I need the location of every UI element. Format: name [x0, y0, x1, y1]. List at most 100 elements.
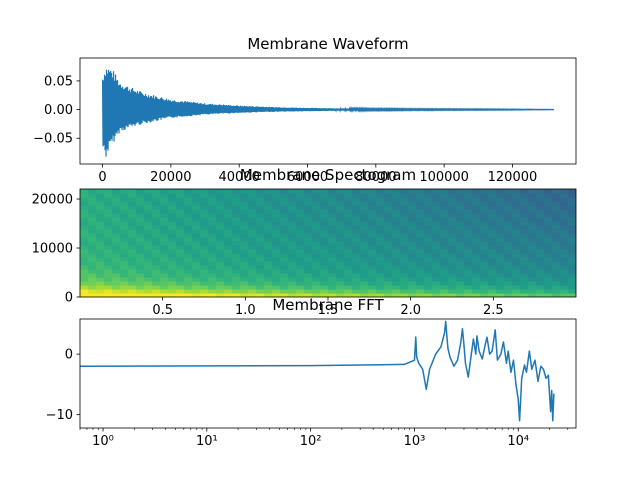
spectrogram-cell [304, 209, 313, 214]
spectrogram-cell [504, 269, 513, 274]
spectrogram-cell [216, 261, 225, 266]
spectrogram-cell [448, 217, 457, 222]
spectrogram-cell [312, 205, 321, 210]
spectrogram-cell [264, 209, 273, 214]
spectrogram-cell [344, 197, 353, 202]
spectrogram-cell [288, 293, 297, 297]
spectrogram-cell [120, 257, 129, 262]
spectrogram-cell [352, 209, 361, 214]
spectrogram-cell [184, 269, 193, 274]
spectrogram-cell [512, 293, 521, 297]
spectrogram-frame [79, 188, 577, 298]
spectrogram-cell [248, 225, 257, 230]
spectrogram-cell [120, 241, 129, 246]
spectrogram-cell [288, 277, 297, 282]
spectrogram-cell [520, 269, 529, 274]
spectrogram-cell [504, 213, 513, 218]
spectrogram-cell [152, 233, 161, 238]
spectrogram-cell [384, 189, 393, 194]
spectrogram-cell [344, 273, 353, 278]
spectrogram-cell [288, 213, 297, 218]
spectrogram-cell [88, 265, 97, 270]
spectrogram-cell [288, 281, 297, 286]
spectrogram-cell [432, 209, 441, 214]
spectrogram-cell [208, 241, 217, 246]
spectrogram-cell [192, 257, 201, 262]
spectrogram-cell [368, 245, 377, 250]
spectrogram-cell [416, 217, 425, 222]
spectrogram-cell [224, 225, 233, 230]
spectrogram-cell [392, 229, 401, 234]
spectrogram-cell [536, 189, 545, 194]
spectrogram-cell [504, 293, 513, 297]
spectrogram-cell [224, 197, 233, 202]
wave-x-tick-label: 40000 [219, 170, 260, 185]
spectrogram-cell [528, 293, 537, 297]
spectrogram-cell [528, 213, 537, 218]
spectrogram-cell [176, 257, 185, 262]
spectrogram-cell [192, 265, 201, 270]
spectrogram-cell [440, 257, 449, 262]
spectrogram-cell [360, 189, 369, 194]
spectrogram-cell [88, 221, 97, 226]
spectrogram-cell [328, 261, 337, 266]
spectrogram-cell [368, 217, 377, 222]
spectrogram-cell [368, 253, 377, 258]
spectrogram-cell [152, 241, 161, 246]
spectrogram-cell [504, 277, 513, 282]
spectrogram-cell [424, 245, 433, 250]
spectrogram-cell [536, 221, 545, 226]
spectrogram-cell [160, 197, 169, 202]
spectrogram-cell [328, 225, 337, 230]
spectrogram-cell [312, 241, 321, 246]
wave-y-tick-label: 0.00 [44, 103, 73, 118]
spectrogram-cell [392, 293, 401, 297]
spectrogram-cell [320, 241, 329, 246]
spectrogram-cell [224, 293, 233, 297]
spectrogram-cell [448, 237, 457, 242]
spectrogram-cell [200, 289, 209, 294]
spectrogram-cell [520, 285, 529, 290]
spectrogram-cell [408, 249, 417, 254]
spectrogram-cell [280, 269, 289, 274]
spectrogram-cell [384, 233, 393, 238]
spectrogram-cell [464, 261, 473, 266]
spectrogram-cell [272, 213, 281, 218]
spectrogram-cell [400, 249, 409, 254]
spectrogram-cell [480, 197, 489, 202]
spectrogram-cell [184, 261, 193, 266]
spectrogram-cell [224, 277, 233, 282]
spectrogram-cell [392, 261, 401, 266]
spectrogram-cell [232, 289, 241, 294]
spectrogram-cell [224, 245, 233, 250]
spectrogram-cell [480, 273, 489, 278]
spectrogram-cell [304, 269, 313, 274]
spectrogram-cell [96, 257, 105, 262]
spectrogram-cell [264, 289, 273, 294]
spectrogram-cell [464, 273, 473, 278]
spectrogram-cell [416, 281, 425, 286]
spectrogram-cell [400, 197, 409, 202]
spectrogram-cell [80, 253, 89, 258]
spectrogram-cell [472, 197, 481, 202]
spectrogram-cell [464, 221, 473, 226]
spectrogram-cell [192, 221, 201, 226]
spectrogram-cell [328, 265, 337, 270]
spectrogram-cell [120, 249, 129, 254]
spectrogram-cell [96, 265, 105, 270]
spectrogram-cell [288, 237, 297, 242]
spectrogram-cell [176, 225, 185, 230]
spectrogram-cell [232, 225, 241, 230]
spectrogram-cell [184, 205, 193, 210]
spectrogram-cell [296, 237, 305, 242]
spectrogram-cell [80, 229, 89, 234]
spectrogram-cell [568, 233, 576, 238]
spectrogram-cell [152, 225, 161, 230]
spectrogram-cell [384, 225, 393, 230]
spectrogram-cell [384, 237, 393, 242]
spectrogram-cell [248, 229, 257, 234]
spectrogram-cell [312, 265, 321, 270]
spectrogram-cell [352, 253, 361, 258]
spectrogram-cell [200, 241, 209, 246]
spectrogram-cell [448, 201, 457, 206]
